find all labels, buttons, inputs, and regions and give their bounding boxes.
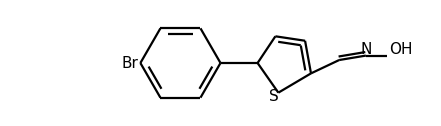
Text: N: N xyxy=(360,42,372,57)
Text: Br: Br xyxy=(121,55,138,71)
Text: OH: OH xyxy=(389,42,413,57)
Text: S: S xyxy=(269,89,279,104)
